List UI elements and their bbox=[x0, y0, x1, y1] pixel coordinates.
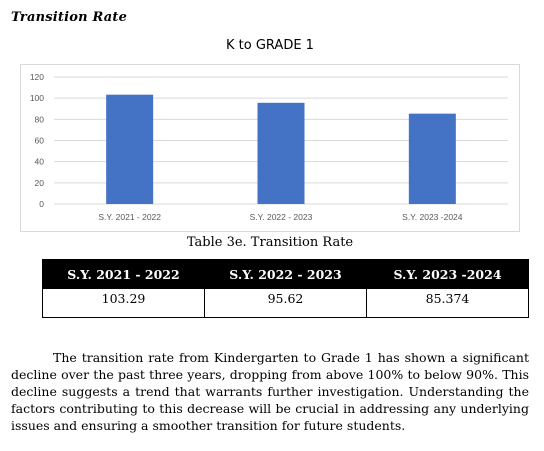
table-cell: 103.29 bbox=[42, 288, 205, 318]
y-axis-ticks: 0 20 40 60 80 100 120 bbox=[30, 72, 44, 209]
bar bbox=[106, 94, 154, 204]
bar bbox=[408, 113, 456, 204]
y-tick-label: 20 bbox=[35, 178, 45, 188]
y-tick-label: 60 bbox=[35, 136, 45, 146]
section-title: Transition Rate bbox=[11, 10, 128, 25]
y-tick-label: 80 bbox=[35, 114, 45, 124]
x-tick-label: S.Y. 2022 - 2023 bbox=[250, 212, 313, 222]
transition-rate-table: S.Y. 2021 - 2022 S.Y. 2022 - 2023 S.Y. 2… bbox=[42, 259, 529, 318]
table-caption: Table 3e. Transition Rate bbox=[186, 235, 354, 250]
table-header-cell: S.Y. 2023 -2024 bbox=[366, 259, 529, 289]
chart-bars bbox=[106, 94, 456, 204]
table-cell: 95.62 bbox=[204, 288, 367, 318]
y-tick-label: 100 bbox=[30, 93, 44, 103]
table-row: 103.29 95.62 85.374 bbox=[42, 288, 529, 318]
x-axis-ticks: S.Y. 2021 - 2022 S.Y. 2022 - 2023 S.Y. 202… bbox=[98, 212, 462, 222]
table-header-cell: S.Y. 2022 - 2023 bbox=[204, 259, 367, 289]
y-tick-label: 0 bbox=[39, 199, 44, 209]
body-paragraph: The transition rate from Kindergarten to… bbox=[11, 350, 529, 433]
x-tick-label: S.Y. 2021 - 2022 bbox=[98, 212, 161, 222]
y-tick-label: 40 bbox=[35, 157, 45, 167]
table-header-row: S.Y. 2021 - 2022 S.Y. 2022 - 2023 S.Y. 2… bbox=[42, 259, 529, 289]
y-tick-label: 120 bbox=[30, 72, 44, 82]
bar bbox=[257, 102, 305, 204]
table-header-cell: S.Y. 2021 - 2022 bbox=[42, 259, 205, 289]
chart-title: K to GRADE 1 bbox=[226, 38, 314, 53]
table-cell: 85.374 bbox=[366, 288, 529, 318]
x-tick-label: S.Y. 2023 -2024 bbox=[402, 212, 463, 222]
